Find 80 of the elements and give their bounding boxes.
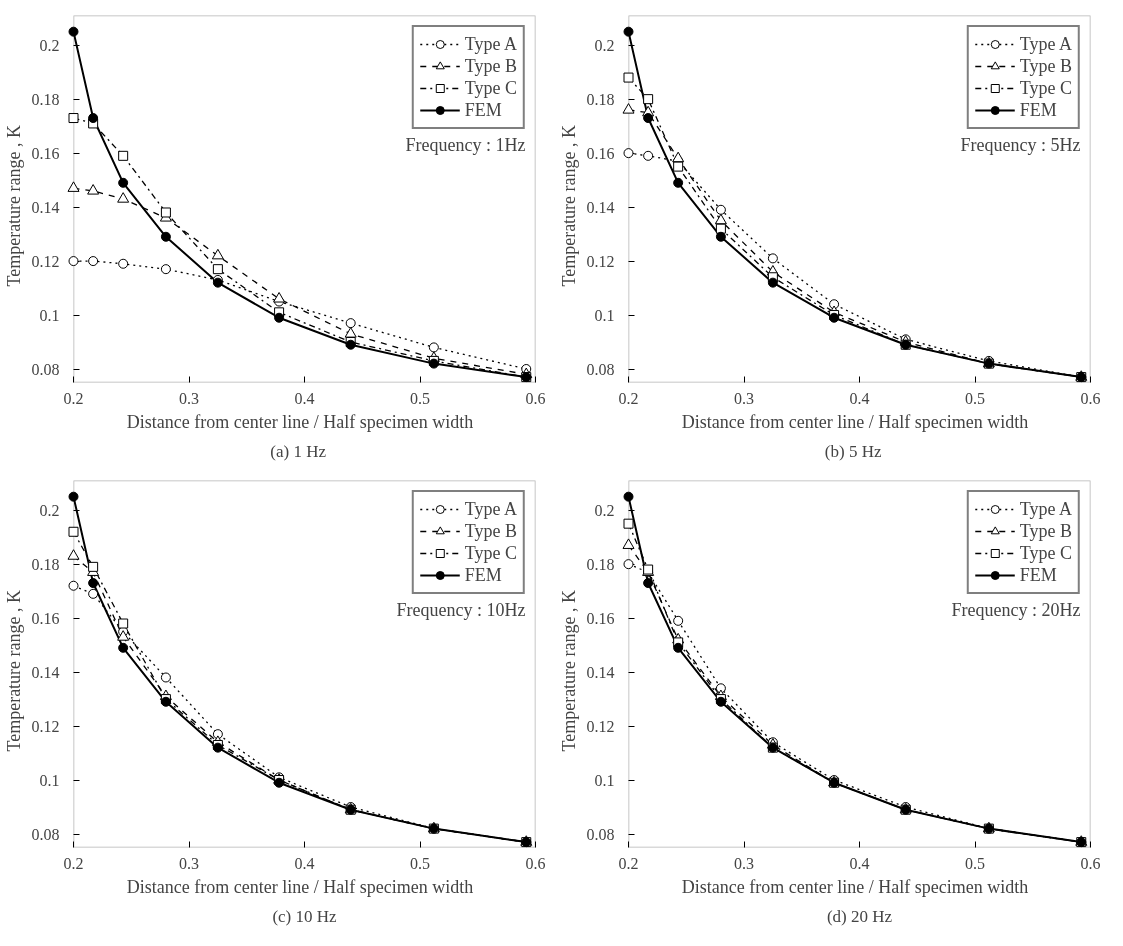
y-tick-label: 0.08 (31, 825, 60, 843)
legend-label: Type B (464, 55, 517, 77)
y-tick-label: 0.16 (31, 609, 60, 627)
x-tick-label: 0.6 (1080, 389, 1101, 407)
x-tick-label: 0.2 (63, 389, 84, 407)
legend-label: Type C (1019, 77, 1072, 99)
legend-label: Type A (1019, 498, 1072, 520)
annotation: Frequency : 20Hz (951, 599, 1081, 620)
text: (b) 5 Hz (824, 441, 882, 461)
annotation: Frequency : 10Hz (396, 599, 526, 620)
text: (d) 20 Hz (826, 906, 893, 926)
x-tick-label: 0.3 (734, 389, 754, 407)
y-tick-label: 0.18 (31, 555, 60, 573)
text: (a) 1 Hz (270, 441, 327, 461)
y-tick-label: 0.2 (39, 36, 60, 54)
x-axis-title: Distance from center line / Half specimen width (681, 411, 1029, 432)
x-tick-label: 0.2 (618, 389, 639, 407)
y-tick-label: 0.12 (586, 717, 615, 735)
y-tick-label: 0.08 (31, 360, 60, 378)
legend-label: Type B (464, 520, 517, 542)
y-tick-label: 0.1 (594, 306, 615, 324)
legend-label: Type C (464, 77, 517, 99)
y-axis-title: Temperature range , K (3, 124, 24, 287)
y-tick-label: 0.2 (594, 501, 615, 519)
x-axis-title: Distance from center line / Half specimen width (126, 411, 474, 432)
legend-label: Type B (1019, 55, 1072, 77)
x-tick-label: 0.5 (965, 854, 985, 872)
legend-label: Type A (1019, 33, 1072, 55)
x-tick-label: 0.6 (525, 854, 546, 872)
legend-label: Type C (1019, 542, 1072, 564)
y-tick-label: 0.1 (39, 771, 60, 789)
y-tick-label: 0.1 (594, 771, 615, 789)
x-tick-label: 0.5 (965, 389, 985, 407)
y-tick-label: 0.16 (586, 609, 615, 627)
y-tick-label: 0.2 (39, 501, 60, 519)
y-tick-label: 0.16 (586, 144, 615, 162)
x-tick-label: 0.2 (618, 854, 639, 872)
y-tick-label: 0.14 (586, 198, 615, 216)
legend-label: FEM (464, 99, 502, 121)
legend-label: Type A (464, 498, 517, 520)
y-tick-label: 0.16 (31, 144, 60, 162)
legend-label: Type A (464, 33, 517, 55)
y-axis-title: Temperature range , K (558, 589, 579, 752)
y-tick-label: 0.12 (31, 717, 60, 735)
x-tick-label: 0.4 (294, 854, 315, 872)
annotation: Frequency : 5Hz (960, 134, 1081, 155)
y-tick-label: 0.18 (586, 90, 615, 108)
x-tick-label: 0.3 (179, 389, 199, 407)
y-tick-label: 0.14 (31, 663, 60, 681)
text: (c) 10 Hz (272, 906, 338, 926)
y-tick-label: 0.2 (594, 36, 615, 54)
y-tick-label: 0.14 (31, 198, 60, 216)
legend-label: FEM (464, 564, 502, 586)
y-tick-label: 0.08 (586, 360, 615, 378)
x-tick-label: 0.6 (1080, 854, 1101, 872)
x-tick-label: 0.6 (525, 389, 546, 407)
y-tick-label: 0.12 (31, 252, 60, 270)
y-tick-label: 0.18 (31, 90, 60, 108)
x-tick-label: 0.4 (294, 389, 315, 407)
x-tick-label: 0.5 (410, 854, 430, 872)
annotation: Frequency : 1Hz (405, 134, 526, 155)
x-tick-label: 0.4 (849, 854, 870, 872)
x-tick-label: 0.3 (734, 854, 754, 872)
y-tick-label: 0.12 (586, 252, 615, 270)
y-tick-label: 0.18 (586, 555, 615, 573)
y-tick-label: 0.1 (39, 306, 60, 324)
x-axis-title: Distance from center line / Half specimen width (126, 876, 474, 897)
legend-label: FEM (1019, 564, 1057, 586)
x-tick-label: 0.2 (63, 854, 84, 872)
y-axis-title: Temperature range , K (558, 124, 579, 287)
legend-label: Type B (1019, 520, 1072, 542)
x-tick-label: 0.4 (849, 389, 870, 407)
y-tick-label: 0.14 (586, 663, 615, 681)
y-tick-label: 0.08 (586, 825, 615, 843)
x-axis-title: Distance from center line / Half specimen width (681, 876, 1029, 897)
x-tick-label: 0.5 (410, 389, 430, 407)
x-tick-label: 0.3 (179, 854, 199, 872)
legend-label: Type C (464, 542, 517, 564)
y-axis-title: Temperature range , K (3, 589, 24, 752)
legend-label: FEM (1019, 99, 1057, 121)
